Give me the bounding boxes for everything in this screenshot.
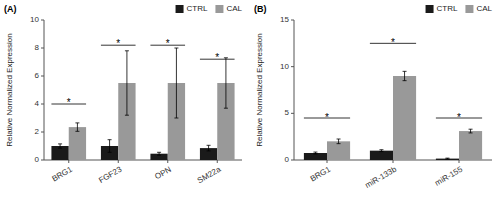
error-bar	[157, 152, 161, 155]
significance-label: *	[67, 97, 71, 108]
x-tick-label: BRG1	[50, 164, 74, 183]
significance-label: *	[215, 52, 219, 63]
y-axis-label: Relative Normalized Expression	[255, 33, 264, 146]
y-tick-label: 0	[285, 155, 290, 164]
y-tick-label: 8	[35, 43, 40, 52]
significance-label: *	[391, 37, 395, 48]
legend: CTRL CAL	[176, 4, 243, 13]
bar	[393, 76, 416, 160]
y-axis	[294, 20, 295, 160]
legend-swatch	[215, 5, 223, 13]
legend: CTRL CAL	[426, 4, 493, 13]
error-bar	[469, 129, 473, 133]
error-bar	[58, 144, 62, 148]
panel-label: (B)	[254, 4, 267, 14]
error-bar	[108, 140, 112, 153]
y-tick-label: 10	[30, 15, 39, 24]
x-tick	[68, 160, 69, 163]
x-tick-label: miR-133b	[364, 164, 399, 189]
significance-label: *	[116, 38, 120, 49]
x-tick-label: FGF23	[97, 164, 124, 185]
panel: 0 2 4 6 8 10 Relative Normalized Expression BRG…	[4, 4, 243, 185]
error-bar	[313, 152, 317, 154]
panel: 0 5 10 15 Relative Normalized Expression BRG1…	[254, 4, 493, 190]
significance-label: *	[325, 112, 329, 123]
y-tick-label: 4	[35, 99, 40, 108]
error-bar	[125, 51, 129, 115]
bar	[459, 131, 482, 160]
x-tick-label: BRG1	[309, 164, 333, 183]
legend-swatch	[426, 5, 434, 13]
panel-label: (A)	[4, 4, 17, 14]
legend-label: CTRL	[187, 4, 208, 13]
x-tick	[393, 160, 394, 163]
y-tick-label: 5	[285, 108, 290, 117]
figure: 0 2 4 6 8 10 Relative Normalized Expression BRG…	[0, 0, 500, 202]
error-bar	[75, 123, 79, 131]
bar	[370, 151, 393, 160]
bar	[304, 153, 327, 160]
y-tick-label: 15	[280, 15, 289, 24]
legend-label: CAL	[226, 4, 242, 13]
x-tick	[217, 160, 218, 163]
error-bar	[379, 150, 383, 152]
legend-label: CAL	[476, 4, 492, 13]
x-tick	[327, 160, 328, 163]
bar	[436, 159, 459, 160]
y-tick-label: 2	[35, 127, 40, 136]
x-tick-label: miR-155	[433, 164, 464, 187]
x-tick	[118, 160, 119, 163]
x-tick	[167, 160, 168, 163]
error-bar	[445, 158, 449, 160]
error-bar	[224, 58, 228, 108]
y-tick-label: 0	[35, 155, 40, 164]
x-tick-label: OPN	[153, 165, 173, 182]
x-tick-label: SM22a	[196, 164, 223, 185]
legend-swatch	[465, 5, 473, 13]
y-tick-label: 10	[280, 62, 289, 71]
bar	[69, 127, 86, 160]
plot-area	[304, 71, 482, 160]
y-axis	[44, 20, 45, 160]
y-tick-label: 6	[35, 71, 40, 80]
error-bar	[403, 71, 407, 80]
page: {"chart_data": [ {"type": "bar", "title"…	[0, 0, 500, 202]
legend-label: CTRL	[437, 4, 458, 13]
error-bar	[337, 139, 341, 144]
significance-label: *	[166, 38, 170, 49]
significance-label: *	[457, 112, 461, 123]
error-bar	[174, 48, 178, 118]
legend-swatch	[176, 5, 184, 13]
x-tick	[459, 160, 460, 163]
bar	[327, 141, 350, 160]
error-bar	[207, 145, 211, 151]
plot-area	[51, 48, 234, 160]
y-axis-label: Relative Normalized Expression	[5, 33, 14, 146]
